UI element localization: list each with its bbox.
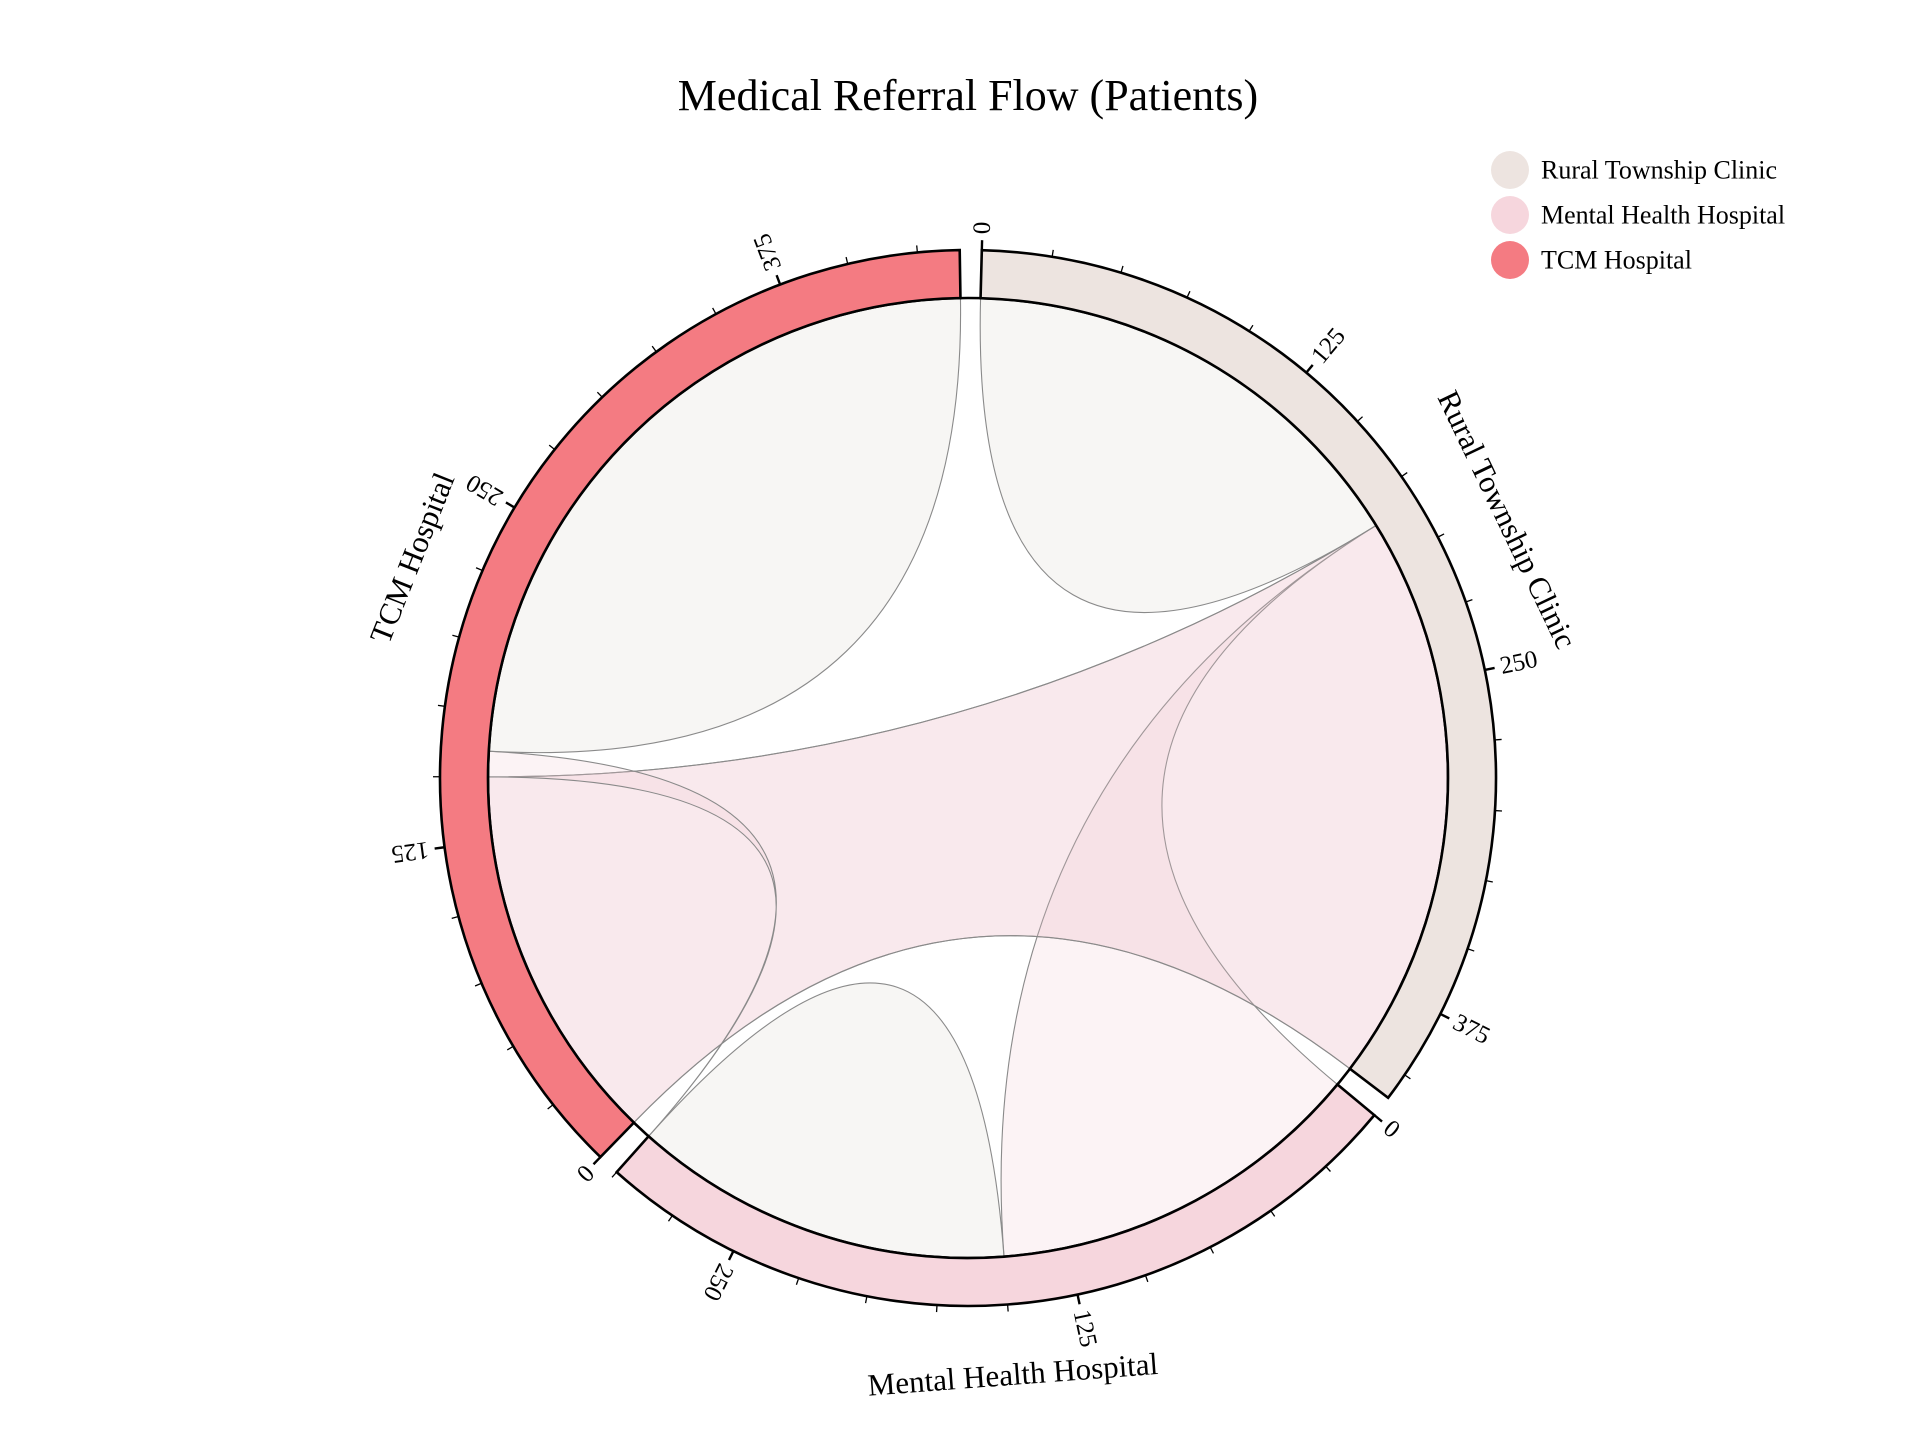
tick-label-rural-township-clinic-125: 125 — [1306, 323, 1351, 369]
tick-label-rural-township-clinic-0: 0 — [969, 221, 996, 234]
tick-tcm-hospital-0 — [592, 1156, 602, 1166]
tick-rural-township-clinic-350 — [1467, 948, 1475, 952]
tick-mental-health-hospital-275 — [667, 1215, 673, 1222]
tick-label-rural-township-clinic-375: 375 — [1449, 1009, 1495, 1050]
tick-tcm-hospital-425 — [916, 245, 919, 253]
tick-tcm-hospital-325 — [651, 345, 657, 353]
arc-tcm-hospital — [438, 248, 962, 1159]
ribbon-layer — [487, 297, 1449, 1259]
tick-label-mental-health-hospital-125: 125 — [1068, 1307, 1102, 1349]
tick-tcm-hospital-25 — [547, 1104, 554, 1110]
legend-label: Rural Township Clinic — [1541, 156, 1777, 185]
legend-item-rural-township-clinic: Rural Township Clinic — [1491, 151, 1777, 189]
tick-tcm-hospital-275 — [548, 444, 556, 450]
legend-swatch — [1491, 151, 1529, 189]
tick-tcm-hospital-50 — [506, 1045, 514, 1051]
legend-swatch — [1491, 241, 1529, 279]
tick-label-tcm-hospital-250: 250 — [462, 469, 508, 511]
tick-rural-township-clinic-25 — [1051, 249, 1054, 257]
tick-rural-township-clinic-200 — [1437, 533, 1445, 538]
tick-tcm-hospital-375 — [775, 274, 782, 285]
tick-tcm-hospital-250 — [505, 501, 516, 509]
tick-rural-township-clinic-275 — [1494, 738, 1502, 741]
tick-tcm-hospital-75 — [474, 982, 482, 987]
group-label-tcm-hospital: TCM Hospital — [363, 468, 462, 648]
arc-rural-township-clinic — [979, 248, 1498, 1100]
tick-rural-township-clinic-50 — [1120, 265, 1124, 273]
legend-swatch — [1491, 196, 1529, 234]
tick-mental-health-hospital-50 — [1270, 1210, 1276, 1217]
tick-mental-health-hospital-300 — [611, 1171, 618, 1178]
tick-label-tcm-hospital-125: 125 — [390, 836, 431, 868]
tick-tcm-hospital-400 — [845, 256, 849, 265]
tick-mental-health-hospital-250 — [727, 1250, 735, 1261]
legend-item-tcm-hospital: TCM Hospital — [1491, 241, 1692, 279]
tick-rural-township-clinic-400 — [1404, 1074, 1411, 1080]
tick-mental-health-hospital-200 — [864, 1296, 868, 1304]
tick-mental-health-hospital-150 — [1006, 1304, 1009, 1312]
group-label-mental-health-hospital: Mental Health Hospital — [866, 1346, 1159, 1403]
tick-mental-health-hospital-0 — [1373, 1114, 1383, 1123]
legend-label: Mental Health Hospital — [1541, 201, 1785, 230]
tick-rural-township-clinic-325 — [1485, 879, 1493, 883]
tick-tcm-hospital-100 — [451, 915, 459, 919]
tick-rural-township-clinic-75 — [1186, 290, 1191, 298]
tick-label-mental-health-hospital-0: 0 — [1378, 1115, 1405, 1144]
tick-tcm-hospital-125 — [434, 846, 445, 850]
tick-rural-township-clinic-150 — [1356, 416, 1363, 422]
tick-mental-health-hospital-100 — [1144, 1275, 1149, 1283]
tick-rural-township-clinic-250 — [1484, 666, 1495, 672]
tick-mental-health-hospital-225 — [795, 1277, 800, 1285]
legend: Rural Township Clinic Mental Health Hospi… — [1491, 151, 1785, 279]
tick-label-rural-township-clinic-250: 250 — [1498, 646, 1540, 680]
arc-layer — [438, 248, 1498, 1308]
tick-mental-health-hospital-25 — [1325, 1165, 1331, 1172]
tick-mental-health-hospital-75 — [1209, 1246, 1215, 1254]
tick-tcm-hospital-200 — [452, 634, 460, 638]
tick-tcm-hospital-175 — [437, 704, 445, 707]
tick-tcm-hospital-300 — [596, 391, 603, 398]
ribbon-tcm-hospital-to-mental-health-hospital — [487, 750, 777, 1137]
legend-label: TCM Hospital — [1541, 246, 1692, 275]
tick-label-tcm-hospital-375: 375 — [749, 230, 788, 275]
tick-rural-township-clinic-100 — [1248, 324, 1254, 332]
legend-item-mental-health-hospital: Mental Health Hospital — [1491, 196, 1785, 234]
tick-tcm-hospital-350 — [712, 307, 717, 315]
tick-rural-township-clinic-125 — [1305, 364, 1314, 374]
tick-rural-township-clinic-175 — [1401, 472, 1408, 478]
tick-rural-township-clinic-225 — [1465, 599, 1473, 603]
tick-mental-health-hospital-125 — [1076, 1294, 1081, 1305]
chart-title: Medical Referral Flow (Patients) — [678, 71, 1258, 120]
tick-label-mental-health-hospital-250: 250 — [698, 1259, 739, 1305]
tick-tcm-hospital-225 — [475, 567, 483, 572]
tick-rural-township-clinic-375 — [1439, 1012, 1450, 1020]
